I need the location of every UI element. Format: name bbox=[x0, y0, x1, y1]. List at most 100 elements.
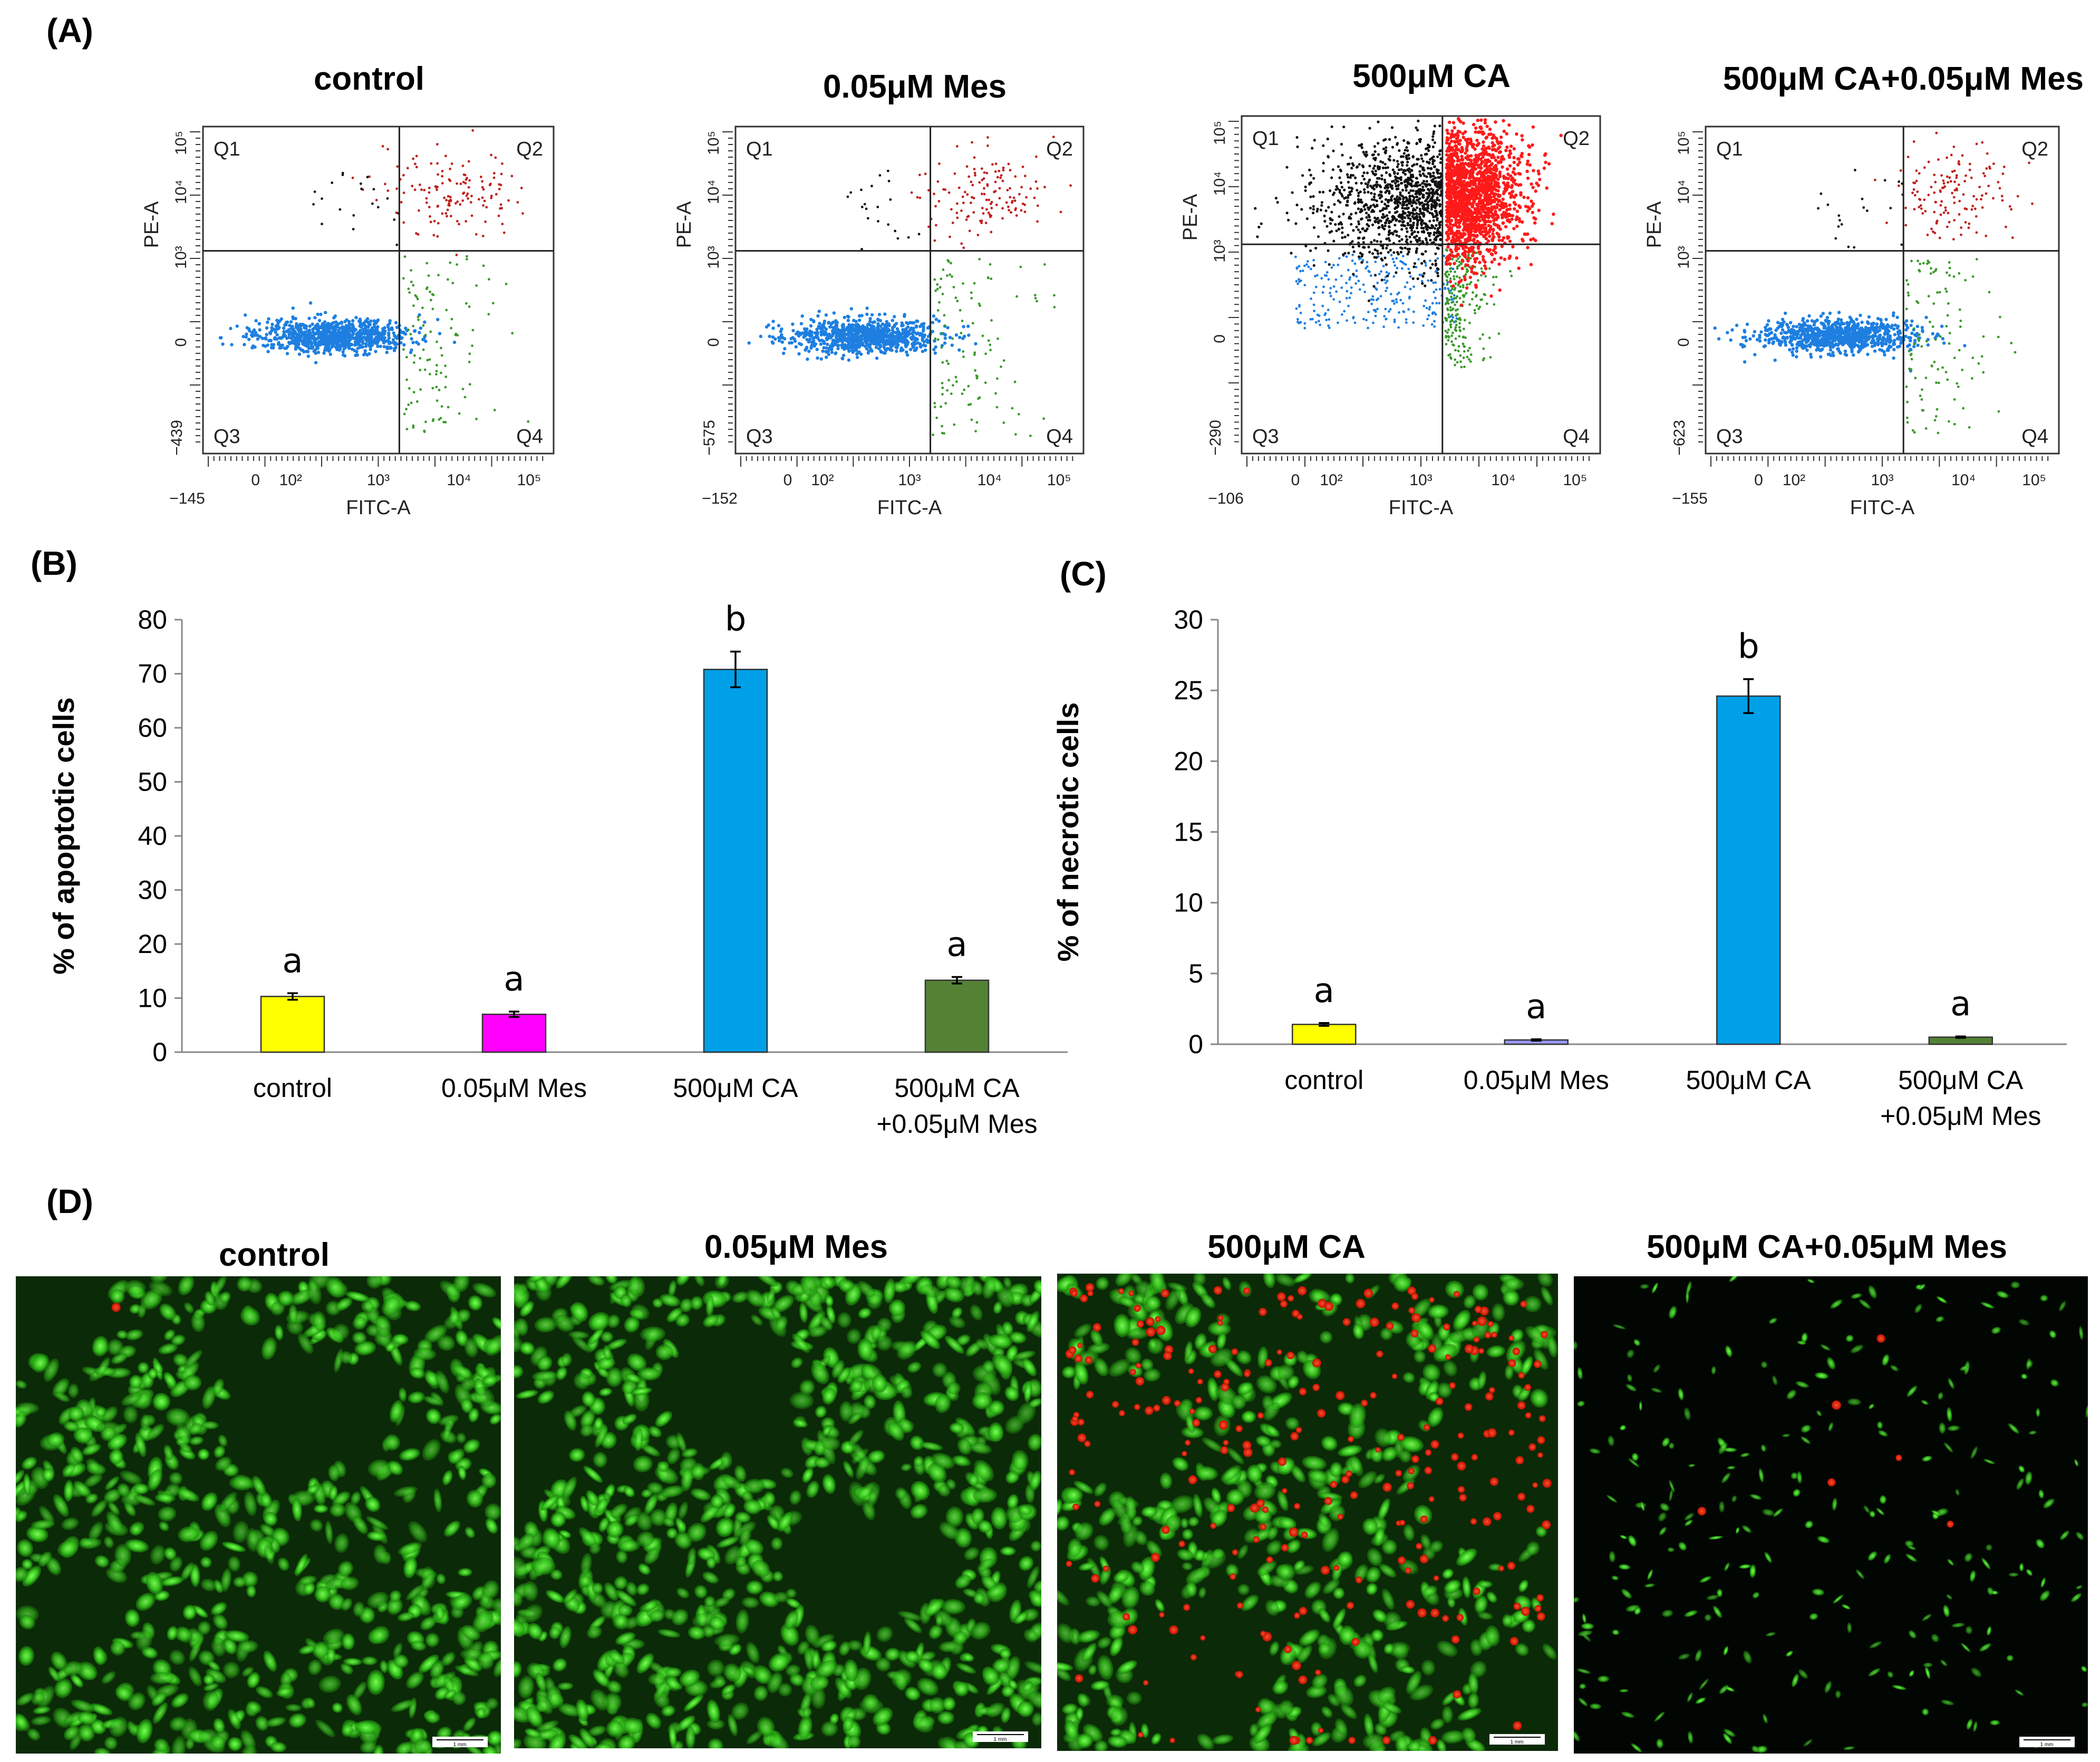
flow-event-dot bbox=[1487, 195, 1491, 199]
flow-event-dot bbox=[1374, 287, 1377, 290]
flow-event-dot bbox=[1456, 211, 1459, 215]
flow-event-dot bbox=[780, 327, 783, 331]
flow-event-dot bbox=[1484, 237, 1488, 240]
flow-event-dot bbox=[1393, 302, 1396, 305]
flow-event-dot bbox=[475, 284, 478, 287]
x-tick-label: 0 bbox=[251, 471, 260, 489]
flow-event-dot bbox=[1510, 217, 1514, 221]
flow-event-dot bbox=[1461, 158, 1465, 161]
flow-event-dot bbox=[324, 311, 327, 314]
flow-event-dot bbox=[430, 299, 432, 302]
flow-event-dot bbox=[336, 322, 340, 326]
flow-event-dot bbox=[955, 202, 959, 205]
flow-event-dot bbox=[403, 255, 407, 258]
flow-event-dot bbox=[773, 337, 777, 341]
flow-event-dot bbox=[344, 341, 348, 344]
flow-event-dot bbox=[1389, 308, 1392, 311]
flow-event-dot bbox=[1449, 357, 1453, 360]
flow-event-dot bbox=[877, 332, 880, 336]
flow-event-dot bbox=[341, 334, 344, 338]
flow-event-dot bbox=[1449, 326, 1453, 329]
flow-event-dot bbox=[1450, 313, 1454, 316]
flow-event-dot bbox=[520, 187, 523, 189]
flow-event-dot bbox=[1512, 227, 1516, 230]
flow-event-dot bbox=[991, 163, 994, 166]
flow-event-dot bbox=[1359, 230, 1362, 234]
flow-event-dot bbox=[256, 333, 259, 338]
flow-event-dot bbox=[1479, 232, 1483, 236]
flow-event-dot bbox=[880, 322, 885, 326]
flow-event-dot bbox=[857, 314, 862, 318]
flow-event-dot bbox=[1295, 280, 1298, 283]
flow-event-dot bbox=[1338, 189, 1341, 192]
flow-event-dot bbox=[1317, 235, 1320, 238]
flow-event-dot bbox=[986, 276, 990, 279]
flow-event-dot bbox=[810, 340, 814, 344]
flow-event-dot bbox=[1323, 274, 1327, 277]
flow-event-dot bbox=[1321, 304, 1324, 307]
flow-event-dot bbox=[493, 172, 496, 175]
flow-event-dot bbox=[1534, 217, 1537, 221]
flow-event-dot bbox=[1462, 179, 1466, 183]
flow-event-dot bbox=[933, 192, 935, 196]
flow-event-dot bbox=[1449, 270, 1453, 273]
flow-event-dot bbox=[1329, 292, 1331, 294]
flow-event-dot bbox=[1303, 264, 1306, 267]
flow-event-dot bbox=[821, 330, 825, 334]
flow-event-dot bbox=[500, 172, 503, 176]
flow-event-dot bbox=[790, 341, 794, 345]
flow-event-dot bbox=[1503, 176, 1507, 180]
flow-event-dot bbox=[1490, 205, 1494, 209]
flow-event-dot bbox=[954, 296, 957, 300]
flow-event-dot bbox=[452, 340, 457, 344]
flow-event-dot bbox=[1492, 219, 1496, 223]
flow-event-dot bbox=[1362, 317, 1365, 321]
flow-event-dot bbox=[1415, 142, 1418, 146]
flow-event-dot bbox=[318, 333, 322, 337]
flow-event-dot bbox=[994, 162, 998, 165]
flow-event-dot bbox=[1468, 358, 1470, 361]
flow-event-dot bbox=[1449, 232, 1453, 235]
flow-event-dot bbox=[841, 357, 845, 361]
flow-event-dot bbox=[344, 327, 347, 331]
flow-event-dot bbox=[1445, 208, 1449, 212]
flow-event-dot bbox=[1448, 262, 1451, 266]
flow-event-dot bbox=[501, 162, 504, 165]
flow-event-dot bbox=[940, 405, 942, 408]
flow-event-dot bbox=[1339, 201, 1342, 204]
flow-event-dot bbox=[1480, 172, 1484, 176]
flow-event-dot bbox=[1392, 275, 1396, 278]
flow-event-dot bbox=[887, 223, 890, 226]
flow-event-dot bbox=[438, 389, 441, 391]
flow-event-dot bbox=[1515, 132, 1518, 136]
flow-event-dot bbox=[967, 175, 971, 178]
flow-event-dot bbox=[466, 192, 469, 195]
flow-event-dot bbox=[937, 319, 941, 323]
flow-event-dot bbox=[1447, 313, 1450, 316]
flow-event-dot bbox=[388, 319, 392, 323]
flow-event-dot bbox=[882, 345, 886, 349]
flow-event-dot bbox=[799, 343, 804, 346]
flow-event-dot bbox=[1373, 150, 1377, 153]
flow-event-dot bbox=[974, 342, 978, 345]
flow-event-dot bbox=[301, 323, 304, 327]
flow-event-dot bbox=[1447, 287, 1450, 290]
flow-event-dot bbox=[962, 201, 965, 205]
flow-event-dot bbox=[841, 323, 845, 326]
flow-event-dot bbox=[922, 335, 926, 339]
flow-event-dot bbox=[481, 196, 484, 199]
flow-event-dot bbox=[1463, 213, 1467, 217]
flow-event-dot bbox=[943, 324, 946, 327]
y-tick-label: 10³ bbox=[172, 246, 190, 268]
flow-event-dot bbox=[412, 391, 415, 393]
flow-event-dot bbox=[933, 406, 936, 409]
flow-event-dot bbox=[1391, 300, 1394, 303]
flow-event-dot bbox=[1487, 132, 1491, 137]
flow-event-dot bbox=[996, 176, 999, 179]
flow-event-dot bbox=[1509, 178, 1514, 181]
flow-event-dot bbox=[941, 361, 944, 364]
flow-event-dot bbox=[1453, 238, 1456, 242]
flow-event-dot bbox=[1506, 172, 1510, 176]
flow-event-dot bbox=[779, 336, 783, 340]
flow-event-dot bbox=[1530, 182, 1533, 186]
